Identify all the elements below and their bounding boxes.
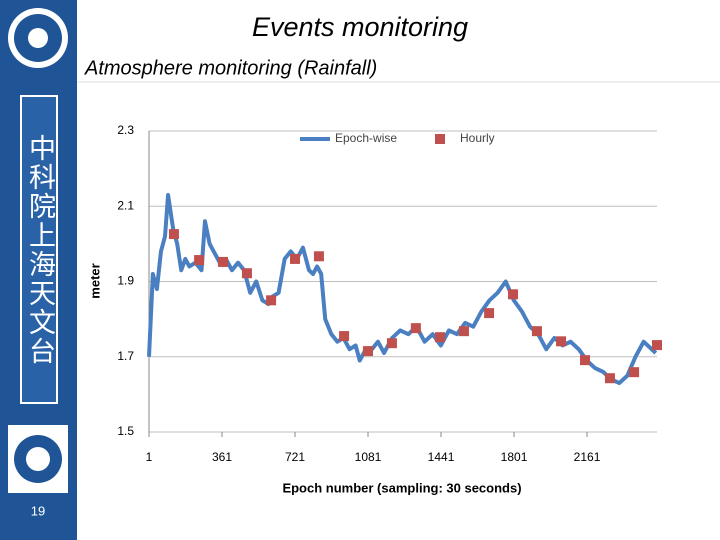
hourly-point — [194, 255, 205, 266]
logo-core — [28, 28, 48, 48]
legend-swatch — [435, 134, 445, 144]
hourly-point — [435, 332, 446, 343]
sidebar-text: 中科院上海天文台 — [20, 95, 58, 404]
hourly-point — [410, 323, 421, 334]
slide-title: Events monitoring — [252, 12, 468, 42]
x-tick-label: 1801 — [501, 450, 528, 464]
hourly-point — [168, 229, 179, 240]
hourly-point — [218, 256, 229, 267]
hourly-point — [266, 295, 277, 306]
hourly-point — [629, 367, 640, 378]
hourly-point — [604, 373, 615, 384]
x-tick-label: 2161 — [574, 450, 601, 464]
x-tick-label: 1441 — [428, 450, 455, 464]
y-tick-label: 1.9 — [117, 274, 134, 288]
hourly-point — [556, 336, 567, 347]
x-tick-label: 1 — [146, 450, 153, 464]
y-axis-label: meter — [87, 263, 102, 298]
y-tick-label: 2.1 — [117, 198, 134, 212]
hourly-point — [386, 338, 397, 349]
hourly-point — [580, 355, 591, 366]
legend-label: Epoch-wise — [335, 131, 397, 145]
slide-subtitle: Atmosphere monitoring (Rainfall) — [84, 57, 377, 79]
logo-center — [26, 447, 50, 471]
hourly-point — [339, 331, 350, 342]
page-number: 19 — [31, 503, 45, 518]
hourly-point — [458, 326, 469, 337]
x-tick-label: 1081 — [355, 450, 382, 464]
y-tick-label: 1.7 — [117, 349, 134, 363]
epoch-line — [147, 192, 658, 386]
hourly-point — [363, 346, 374, 357]
hourly-point — [531, 326, 542, 337]
hourly-point — [484, 308, 495, 319]
x-tick-label: 721 — [285, 450, 305, 464]
hourly-point — [313, 251, 324, 262]
legend-label: Hourly — [460, 131, 495, 145]
hourly-point — [241, 268, 252, 279]
hourly-point — [652, 340, 662, 351]
hourly-point — [290, 253, 301, 264]
x-tick-label: 361 — [212, 450, 232, 464]
hourly-point — [508, 289, 519, 300]
x-axis-label: Epoch number (sampling: 30 seconds) — [282, 480, 521, 495]
y-tick-label: 2.3 — [117, 123, 134, 137]
y-tick-label: 1.5 — [117, 424, 134, 438]
